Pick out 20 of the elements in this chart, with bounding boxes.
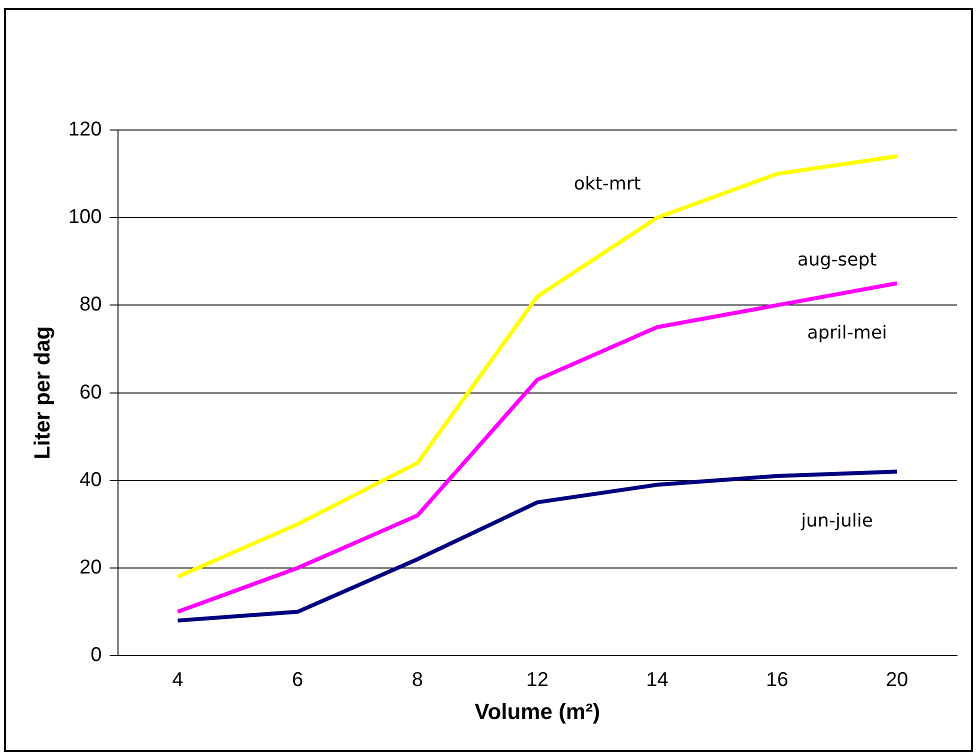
x-tick-label: 20 [886,669,908,692]
y-tick-label: 20 [80,556,102,579]
y-tick-label: 40 [80,468,102,491]
x-tick-label: 4 [172,669,184,692]
x-axis-title: Volume (m²) [474,698,600,724]
x-tick-label: 16 [766,669,788,692]
x-tick-label: 12 [526,669,549,692]
annotation: april-mei [807,322,888,344]
y-axis-title: Liter per dag [29,326,54,460]
y-tick-label: 120 [68,118,102,141]
y-tick-label: 60 [80,381,102,404]
x-tick-label: 8 [412,669,424,692]
y-tick-label: 100 [68,206,102,228]
series-label: aug-sept [797,249,877,270]
x-tick-label: 6 [292,669,304,692]
y-tick-label: 80 [80,294,102,316]
series-label: okt-mrt [574,174,641,195]
series-label: jun-julie [800,510,873,532]
y-tick-label: 0 [90,644,102,666]
x-tick-label: 14 [646,669,668,692]
